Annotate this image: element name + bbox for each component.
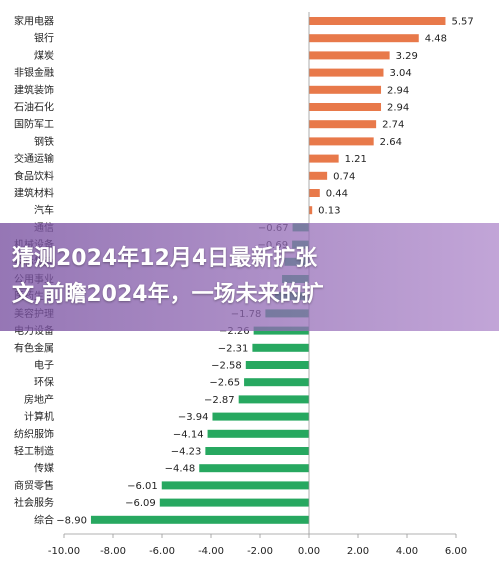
value-label: −2.65 — [209, 378, 240, 389]
value-label: −4.48 — [165, 464, 196, 475]
bar — [238, 395, 309, 404]
bar — [199, 464, 309, 473]
category-label: 纺织服饰 — [14, 427, 54, 440]
value-label: 4.48 — [425, 34, 447, 45]
category-label: 交通运输 — [14, 152, 54, 165]
value-label: 0.13 — [318, 206, 340, 217]
value-label: −2.87 — [204, 395, 235, 406]
bar — [309, 120, 377, 129]
category-label: 煤炭 — [34, 49, 54, 62]
value-label: −6.01 — [127, 481, 158, 492]
category-label: 汽车 — [34, 204, 54, 217]
bar — [90, 515, 309, 524]
category-label: 钢铁 — [34, 135, 54, 148]
title-overlay-banner: 猜测2024年12月4日最新扩张 文,前瞻2024年，一场未来的扩 — [0, 223, 499, 331]
x-tick-label: 0.00 — [298, 546, 320, 557]
x-tick-label: -10.00 — [48, 546, 80, 557]
category-label: 有色金属 — [14, 341, 54, 354]
bar — [212, 412, 309, 421]
category-label: 电子 — [34, 359, 54, 372]
category-label: 综合 — [34, 513, 54, 526]
category-label: 商贸零售 — [14, 479, 54, 492]
value-label: 1.21 — [345, 154, 367, 165]
value-label: −4.14 — [173, 429, 204, 440]
category-label: 传媒 — [34, 463, 54, 475]
value-label: 3.04 — [389, 68, 411, 79]
category-label: 计算机 — [24, 410, 54, 423]
category-label: 建筑材料 — [14, 187, 54, 200]
bar — [245, 361, 309, 369]
bar — [309, 17, 446, 25]
category-label: 银行 — [34, 32, 54, 45]
category-label: 房地产 — [24, 393, 54, 406]
category-label: 食品饮料 — [14, 169, 54, 182]
value-label: 3.29 — [396, 51, 418, 62]
value-label: 2.64 — [380, 137, 402, 148]
x-tick-label: 4.00 — [396, 546, 418, 557]
x-tick-label: -8.00 — [100, 546, 126, 557]
bar — [309, 85, 382, 94]
category-label: 石油石化 — [14, 101, 54, 114]
value-label: −8.90 — [56, 515, 87, 526]
value-label: −2.31 — [218, 343, 249, 354]
value-label: 2.94 — [387, 85, 409, 96]
bar — [309, 137, 374, 146]
value-label: −3.94 — [178, 412, 209, 423]
value-label: 0.44 — [326, 189, 348, 200]
category-label: 建筑装饰 — [14, 83, 54, 96]
bar — [309, 206, 313, 215]
x-tick-label: -6.00 — [149, 546, 175, 557]
overlay-line-2: 文,前瞻2024年，一场未来的扩 — [12, 282, 324, 307]
value-label: −4.23 — [171, 447, 202, 458]
category-label: 家用电器 — [14, 15, 54, 28]
x-tick-label: 6.00 — [445, 546, 467, 557]
bar — [309, 154, 339, 163]
bar — [309, 51, 390, 60]
bar — [205, 447, 309, 455]
value-label: 2.74 — [382, 120, 404, 131]
x-tick-label: -4.00 — [198, 546, 224, 557]
category-label: 国防军工 — [14, 118, 54, 131]
bar — [244, 378, 309, 387]
value-label: 0.74 — [333, 171, 355, 182]
bar — [309, 103, 382, 111]
value-label: −6.09 — [125, 498, 156, 509]
x-tick-label: 2.00 — [347, 546, 369, 557]
x-tick-label: -2.00 — [247, 546, 273, 557]
bar — [161, 481, 309, 490]
bar — [252, 343, 309, 352]
value-label: 5.57 — [451, 17, 473, 28]
category-label: 环保 — [34, 376, 54, 389]
overlay-line-1: 猜测2024年12月4日最新扩张 — [12, 246, 318, 271]
value-label: −2.26 — [219, 326, 250, 337]
category-label: 社会服务 — [14, 496, 54, 509]
bar — [309, 68, 384, 77]
category-label: 轻工制造 — [14, 445, 54, 458]
category-label: 非银金融 — [14, 66, 54, 79]
bar — [159, 498, 309, 507]
bar — [309, 171, 328, 180]
bar — [207, 429, 309, 438]
bar — [309, 34, 419, 43]
bar — [309, 189, 320, 197]
value-label: −2.58 — [211, 361, 242, 372]
value-label: 2.94 — [387, 103, 409, 114]
